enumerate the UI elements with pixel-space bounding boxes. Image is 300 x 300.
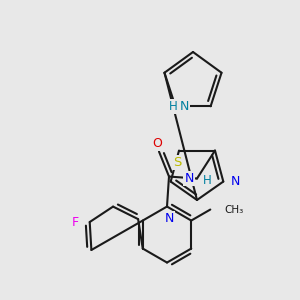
- Text: N: N: [180, 100, 189, 113]
- Text: F: F: [72, 215, 79, 229]
- Text: N: N: [231, 175, 240, 188]
- Text: H: H: [202, 174, 211, 187]
- Text: H: H: [169, 100, 178, 113]
- Text: S: S: [173, 156, 181, 169]
- Text: O: O: [152, 137, 162, 150]
- Text: N: N: [184, 172, 194, 185]
- Text: CH₃: CH₃: [224, 205, 244, 214]
- Text: N: N: [164, 212, 174, 225]
